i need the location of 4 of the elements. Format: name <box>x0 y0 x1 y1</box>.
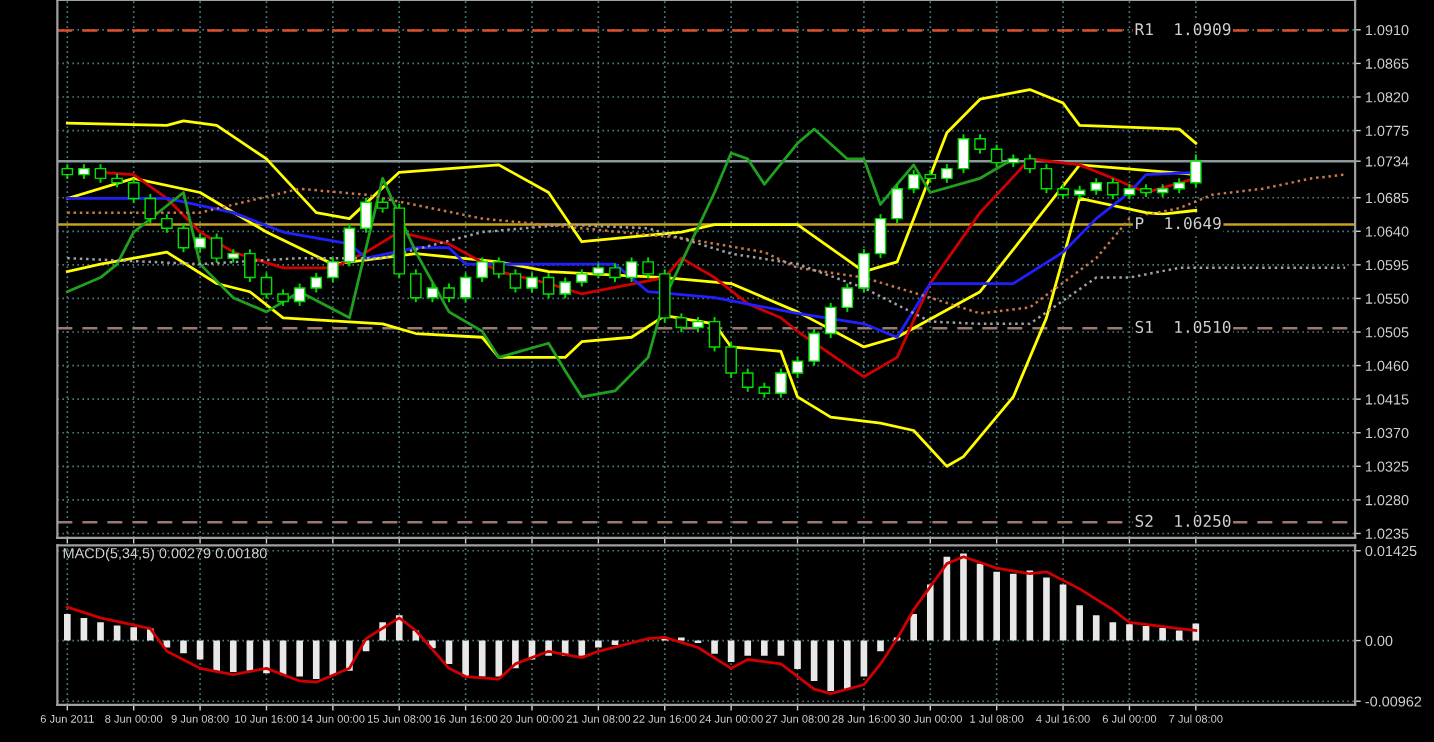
ref-line-label: P 1.0649 <box>1136 217 1221 230</box>
ref-line-label: S2 1.0250 <box>1135 514 1231 527</box>
ref-line-label: R1 1.0909 <box>1135 23 1231 36</box>
ref-line-label: S1 1.0510 <box>1135 320 1231 334</box>
